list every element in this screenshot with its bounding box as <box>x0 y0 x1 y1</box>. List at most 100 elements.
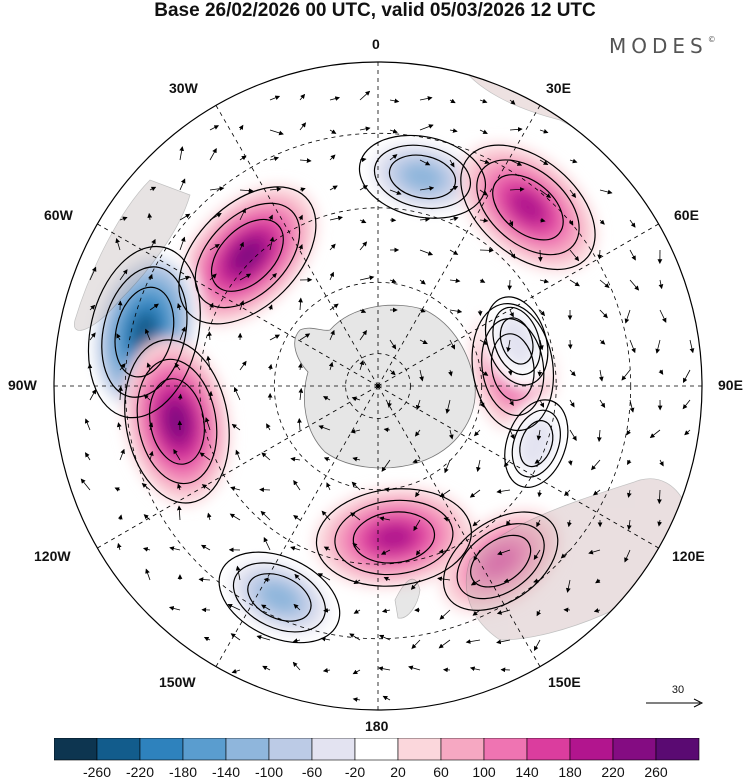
wind-vector <box>533 549 541 560</box>
wind-vector <box>449 159 455 168</box>
wind-vector <box>116 333 121 341</box>
colorbar-tick-label: 100 <box>472 764 496 780</box>
wind-vector <box>359 90 371 101</box>
anomaly-shade <box>509 190 547 225</box>
wind-vector <box>419 308 426 313</box>
wind-vector <box>503 578 511 583</box>
wind-vector <box>147 212 153 221</box>
wind-vector <box>449 98 456 104</box>
colorbar-tick-label: -20 <box>344 764 366 780</box>
wind-vector <box>626 489 632 498</box>
wind-vector <box>203 636 211 642</box>
wind-vector <box>598 369 604 382</box>
wind-vector <box>298 297 303 311</box>
wind-vector <box>292 661 301 671</box>
contour-line <box>484 296 549 386</box>
wind-vector <box>329 329 335 341</box>
wind-vector <box>599 339 606 345</box>
wind-vector <box>294 573 301 581</box>
wind-vector <box>473 429 481 437</box>
wind-vector <box>383 576 391 582</box>
wind-vector <box>117 514 123 521</box>
wind-vector <box>256 635 271 641</box>
contour-line <box>499 317 534 365</box>
wind-vector <box>684 429 691 436</box>
wind-vector <box>323 396 331 401</box>
wind-vector <box>476 459 481 473</box>
wind-vector <box>329 303 339 311</box>
wind-vector <box>659 309 667 323</box>
wind-vector <box>269 236 275 251</box>
wind-vector <box>89 266 97 281</box>
wind-vector <box>658 369 664 375</box>
north-pole-marker <box>376 384 380 388</box>
wind-vector <box>322 668 331 673</box>
wind-vector <box>539 189 552 198</box>
wind-vector <box>293 603 301 611</box>
wind-vector <box>538 339 544 351</box>
wind-vector <box>496 639 511 645</box>
wind-vector <box>329 243 336 251</box>
wind-vector <box>328 361 334 371</box>
contour-line <box>114 286 175 378</box>
meridian-line <box>377 385 659 549</box>
map-title: Base 26/02/2026 00 UTC, valid 05/03/2026… <box>154 0 596 21</box>
meridian-line <box>377 223 659 387</box>
wind-vector <box>119 363 126 371</box>
wind-vector <box>389 98 400 104</box>
wind-vector <box>509 399 514 406</box>
wind-vector <box>509 99 516 105</box>
colorbar-tick-label: -220 <box>125 764 155 780</box>
wind-vector <box>627 459 632 466</box>
wind-vector <box>209 273 217 281</box>
wind-vector <box>230 633 241 641</box>
contour-line <box>511 409 561 478</box>
wind-vector <box>177 483 182 491</box>
wind-vector <box>649 429 661 439</box>
wind-vector <box>588 549 601 555</box>
wind-vector <box>443 517 451 522</box>
wind-vector <box>479 218 489 223</box>
wind-vector <box>179 213 191 221</box>
meridian-line <box>215 105 379 387</box>
wind-vector <box>229 513 241 521</box>
contour-line <box>504 399 569 489</box>
wind-vector <box>508 219 514 227</box>
wind-vector <box>329 185 338 191</box>
colorbar-tick-label: -180 <box>168 764 198 780</box>
wind-vector <box>144 328 151 341</box>
wind-vectors <box>80 90 695 702</box>
wind-vector <box>415 549 421 556</box>
lon-label-60e: 60E <box>674 207 699 223</box>
wind-vector <box>209 244 220 251</box>
contour-line <box>352 511 436 564</box>
contour-line <box>232 562 326 633</box>
wind-vector <box>168 606 181 611</box>
wind-vector <box>383 427 391 433</box>
wind-vector <box>503 459 511 468</box>
wind-vector <box>117 542 122 551</box>
wind-vector <box>593 608 601 613</box>
wind-vector <box>231 423 241 431</box>
wind-vector <box>389 339 397 350</box>
anomaly-shade <box>131 312 158 352</box>
wind-vector <box>209 125 220 131</box>
contour-line <box>210 218 284 292</box>
wind-vector <box>599 189 613 195</box>
wind-vector <box>389 369 396 376</box>
wind-vector <box>233 386 241 401</box>
wind-vector <box>419 159 431 166</box>
colorbar-swatch <box>440 738 485 761</box>
wind-vector <box>539 309 545 317</box>
wind-vector <box>352 697 361 702</box>
wind-vector <box>263 577 271 583</box>
wind-vector <box>148 422 154 431</box>
wind-vector <box>320 636 331 642</box>
wind-vector <box>173 448 181 461</box>
wind-vector <box>359 126 371 132</box>
wind-vector <box>329 154 336 161</box>
wind-vector <box>359 275 375 281</box>
wind-vector <box>200 544 211 551</box>
contour-lines <box>87 134 596 644</box>
wind-vector <box>359 308 367 313</box>
